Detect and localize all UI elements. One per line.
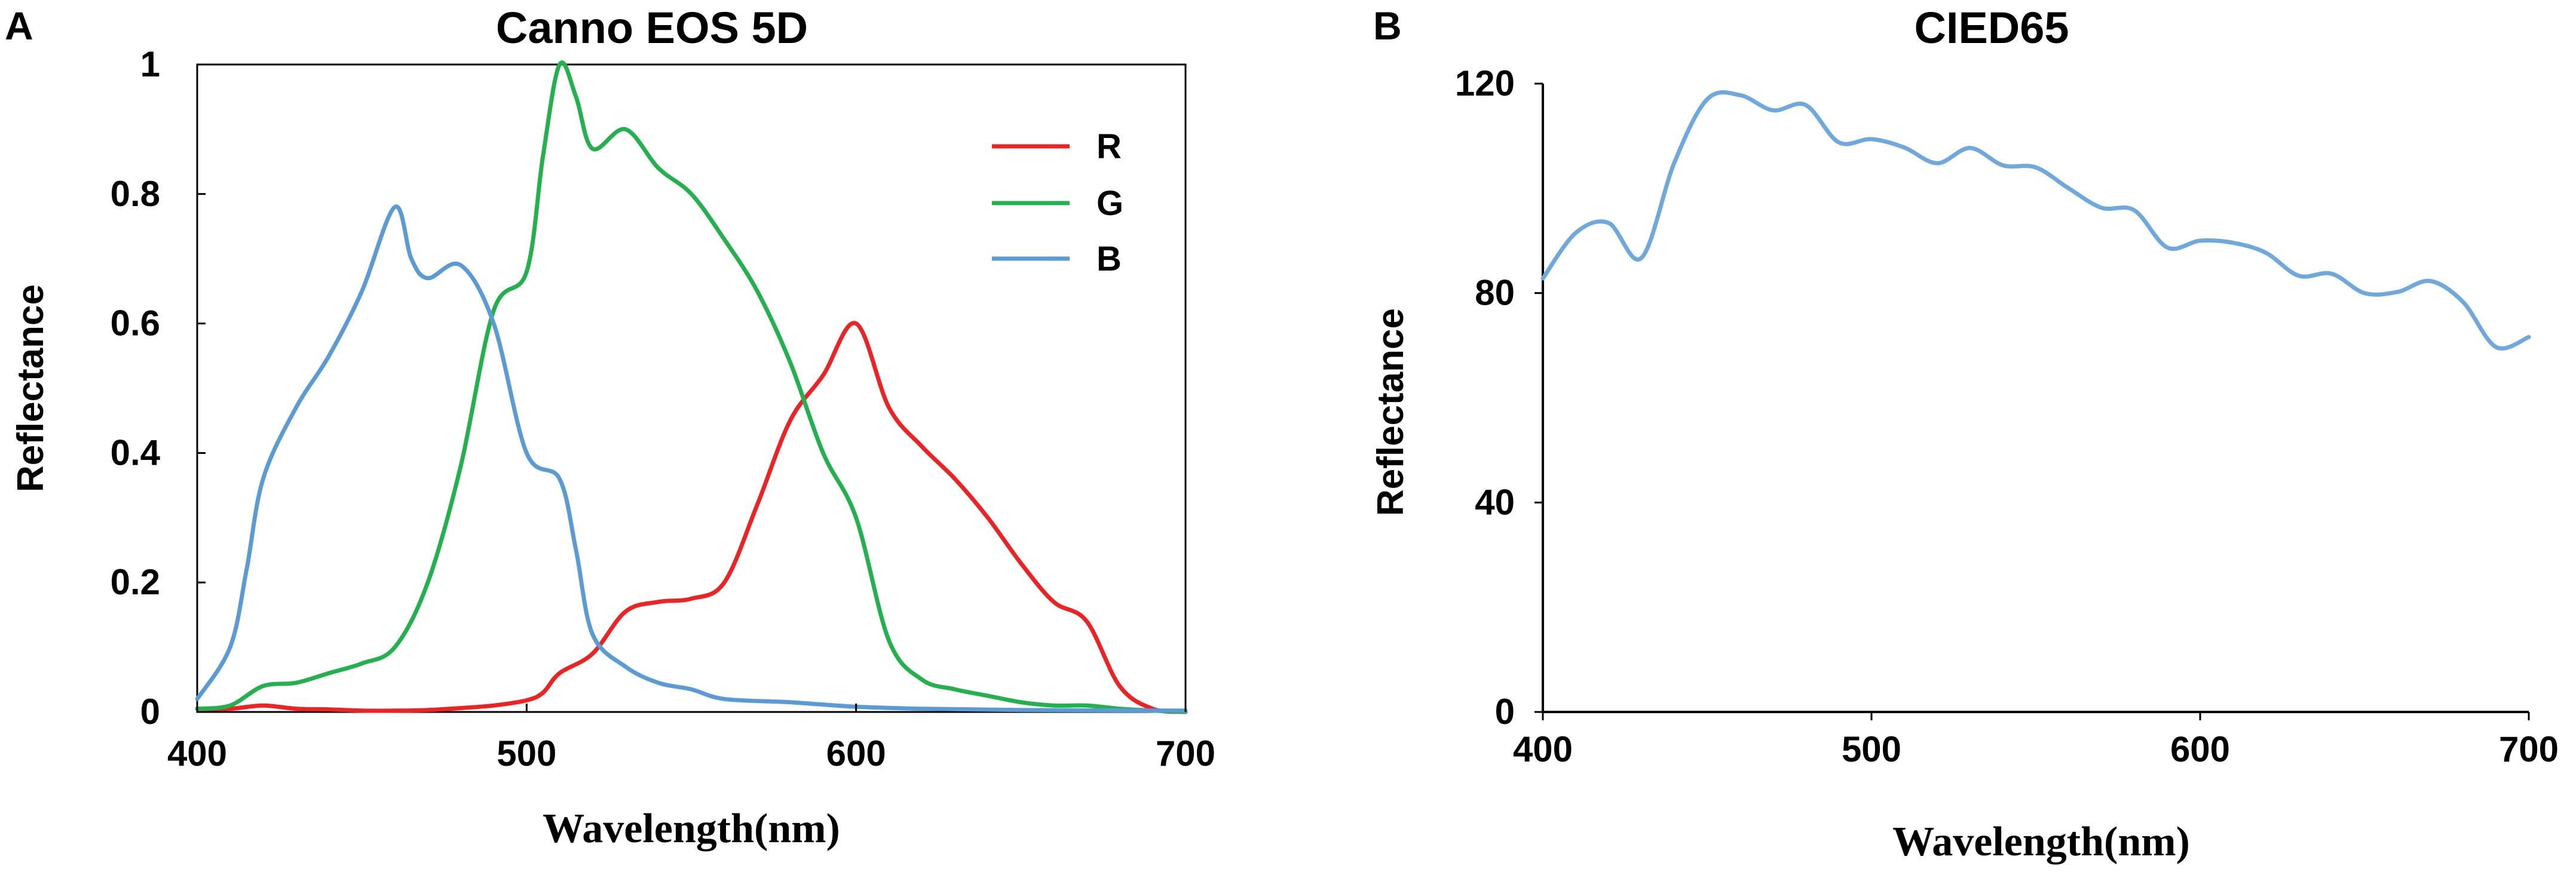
legend-label-r: R xyxy=(1096,127,1122,166)
panel-b-y-tick-label: 80 xyxy=(1475,273,1515,313)
panel-b-letter: B xyxy=(1373,4,1402,48)
panel-a-series-line-b xyxy=(195,204,1188,713)
panel-a-y-tick-label: 0.6 xyxy=(111,303,160,343)
panel-b-x-tick-label: 700 xyxy=(2499,729,2559,769)
panel-b-y-axis-label: Reflectance xyxy=(1370,308,1411,516)
panel-a-x-tick-label: 700 xyxy=(1156,733,1215,773)
panel-a-legend: R G B xyxy=(992,127,1123,278)
panel-a-x-tick-label: 500 xyxy=(497,733,556,773)
panel-a-series-line-r xyxy=(195,321,1188,714)
panel-b-x-ticks: 400 500 600 700 xyxy=(1513,712,2559,769)
panel-b-y-ticks: 0 40 80 120 xyxy=(1455,63,1543,732)
panel-a-x-ticks: 400 500 600 700 xyxy=(167,704,1215,773)
panel-b-x-tick-label: 600 xyxy=(2170,729,2230,769)
panel-a-y-tick-label: 0 xyxy=(140,692,160,732)
panel-a-y-axis-label: Reflectance xyxy=(10,284,51,492)
panel-b-x-tick-label: 500 xyxy=(1842,729,1901,769)
panel-a-y-tick-label: 1 xyxy=(140,44,160,84)
panel-b-series xyxy=(1540,90,2531,351)
panel-b-title: CIED65 xyxy=(1914,3,2069,53)
panel-a-x-tick-label: 600 xyxy=(826,733,886,773)
panel-a: A Canno EOS 5D 0 0.2 0.4 0.6 0.8 1 400 500 600 7… xyxy=(5,3,1215,852)
legend-label-b: B xyxy=(1096,240,1122,278)
panel-a-plot-frame xyxy=(196,63,1187,713)
panel-b-series-line-d65 xyxy=(1540,90,2531,351)
panel-a-y-tick-label: 0.8 xyxy=(111,174,160,214)
panel-a-y-tick-label: 0.2 xyxy=(111,562,160,602)
panel-a-series-line-g xyxy=(195,60,1188,714)
panel-b-x-axis-label: Wavelength(nm) xyxy=(1892,819,2190,865)
legend-label-g: G xyxy=(1096,184,1123,223)
panel-a-x-tick-label: 400 xyxy=(167,733,227,773)
panel-a-y-ticks: 0 0.2 0.4 0.6 0.8 1 xyxy=(111,44,206,732)
panel-b-y-tick-label: 40 xyxy=(1475,482,1515,522)
panel-a-letter: A xyxy=(5,4,33,48)
panel-b: B CIED65 0 40 80 120 400 500 600 700 Wavelengt… xyxy=(1370,3,2559,865)
panel-b-y-tick-label: 0 xyxy=(1495,692,1515,732)
panel-b-y-tick-label: 120 xyxy=(1455,63,1515,103)
panel-a-y-tick-label: 0.4 xyxy=(111,432,161,472)
panel-a-x-axis-label: Wavelength(nm) xyxy=(543,806,840,852)
panel-a-title: Canno EOS 5D xyxy=(496,3,808,53)
panel-b-x-tick-label: 400 xyxy=(1513,729,1573,769)
panel-a-series xyxy=(195,60,1188,714)
